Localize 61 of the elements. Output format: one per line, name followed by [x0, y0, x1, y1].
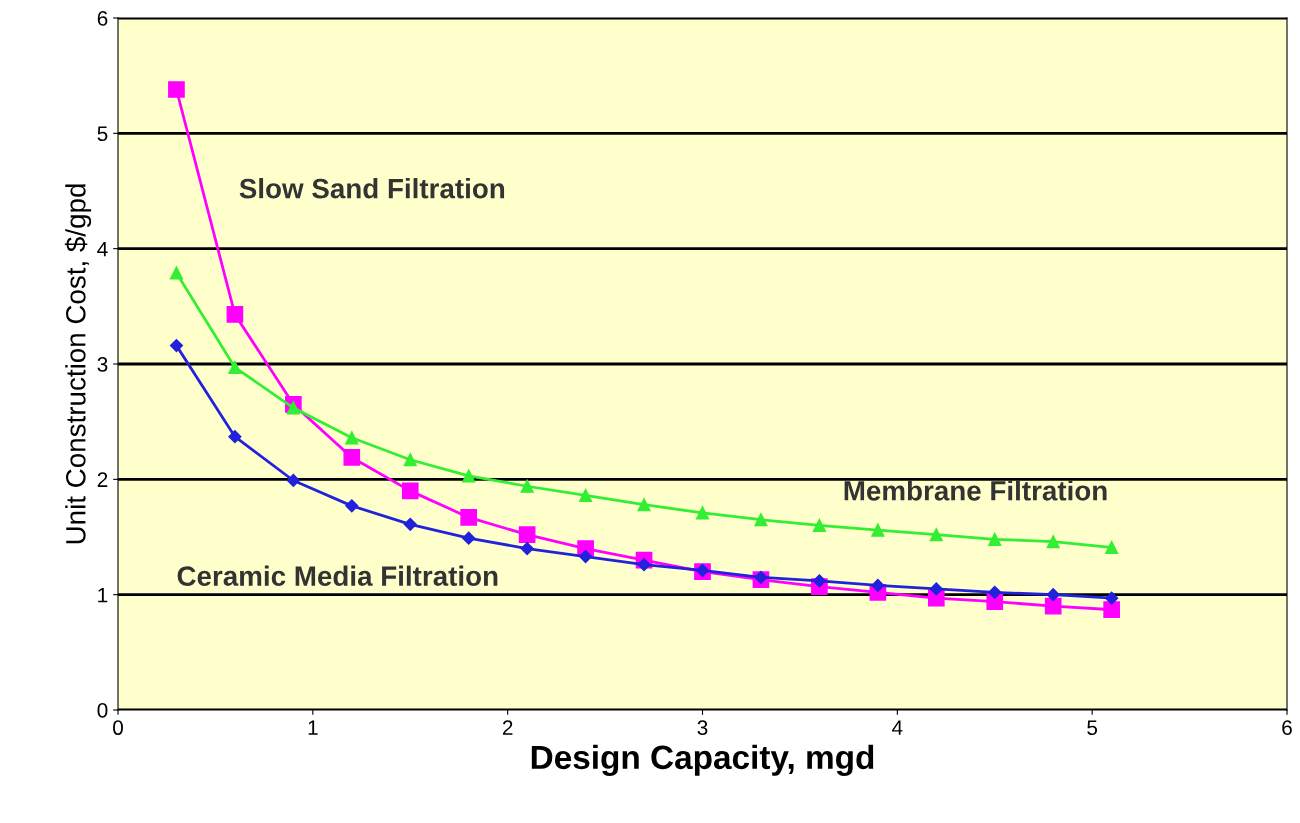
y-tick-label: 5 [97, 126, 108, 142]
point [168, 81, 185, 98]
x-tick-label: 2 [502, 720, 513, 735]
x-axis-title: Design Capacity, mgd [531, 744, 874, 776]
point [226, 306, 244, 323]
point [403, 517, 417, 531]
point [1046, 588, 1060, 602]
x-tick-label: 4 [892, 720, 903, 735]
point [345, 431, 359, 445]
point [871, 523, 885, 537]
point [1103, 601, 1120, 618]
point [286, 401, 300, 415]
point [754, 570, 768, 584]
point [1044, 597, 1062, 615]
point [988, 585, 1002, 599]
point [520, 479, 534, 493]
point [518, 526, 536, 544]
point [637, 498, 651, 512]
series-label: Ceramic Media Filtration [177, 565, 498, 586]
point [345, 499, 359, 513]
y-tick-label: 3 [97, 357, 108, 372]
y-tick-label: 4 [97, 241, 108, 257]
x-tick-label: 3 [697, 720, 708, 736]
point [812, 574, 826, 588]
point [228, 360, 242, 375]
point [579, 488, 593, 503]
point [1105, 591, 1119, 605]
point [929, 528, 943, 542]
y-axis-title: Unit Construction Cost, $/gpd [64, 184, 92, 544]
point [462, 531, 476, 545]
point [579, 550, 593, 564]
y-tick-label: 0 [97, 703, 108, 718]
point [286, 473, 300, 488]
point [871, 578, 885, 593]
x-tick-label: 6 [1282, 720, 1292, 736]
point [986, 593, 1004, 610]
point [403, 453, 417, 467]
point [460, 509, 478, 526]
point [1105, 540, 1119, 554]
point [929, 582, 943, 596]
point [754, 513, 768, 527]
series-label: Membrane Filtration [844, 480, 1107, 501]
point [988, 532, 1002, 546]
point [695, 506, 710, 520]
point [343, 449, 361, 466]
point [1046, 535, 1060, 549]
y-tick-label: 6 [97, 11, 108, 26]
point [637, 558, 651, 572]
point [520, 541, 534, 556]
point [169, 266, 184, 280]
x-tick-label: 5 [1087, 720, 1098, 736]
y-tick-label: 1 [98, 587, 108, 603]
point [228, 430, 242, 444]
point [401, 482, 419, 500]
series-label: Slow Sand Filtration [239, 178, 505, 199]
x-tick-label: 1 [308, 720, 318, 735]
point [812, 518, 826, 533]
x-tick-label: 0 [113, 720, 123, 736]
point [169, 338, 184, 353]
y-tick-label: 2 [97, 472, 108, 487]
point [462, 469, 476, 483]
